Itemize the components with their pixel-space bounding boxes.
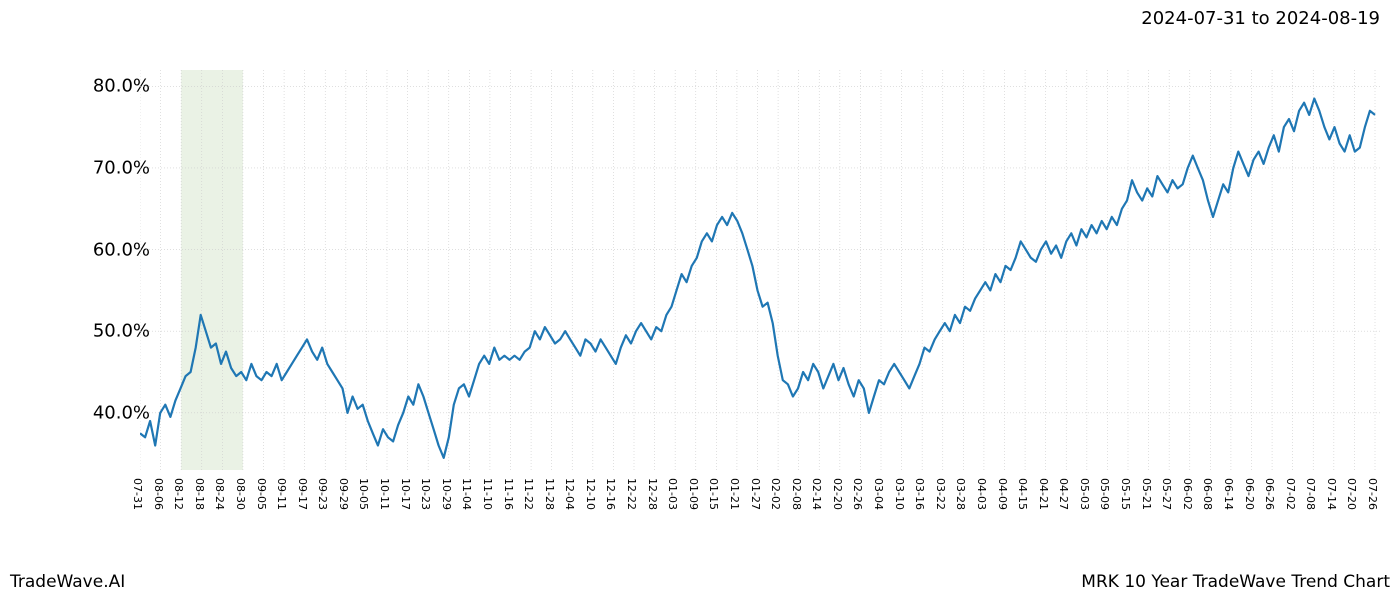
- x-tick-label: 10-17: [399, 478, 412, 510]
- x-tick-label: 03-10: [893, 478, 906, 510]
- x-tick-label: 02-14: [810, 478, 823, 510]
- x-tick-label: 07-02: [1284, 478, 1297, 510]
- x-tick-label: 11-28: [543, 478, 556, 510]
- x-tick-label: 08-30: [234, 478, 247, 510]
- x-tick-label: 02-26: [851, 478, 864, 510]
- x-tick-label: 12-10: [584, 478, 597, 510]
- x-tick-label: 06-26: [1263, 478, 1276, 510]
- x-tick-label: 09-17: [296, 478, 309, 510]
- x-tick-label: 05-09: [1098, 478, 1111, 510]
- x-tick-label: 06-02: [1181, 478, 1194, 510]
- x-tick-label: 08-24: [213, 478, 226, 510]
- y-tick-label: 80.0%: [30, 76, 150, 97]
- x-tick-label: 09-05: [255, 478, 268, 510]
- x-tick-label: 02-02: [769, 478, 782, 510]
- x-tick-label: 06-08: [1201, 478, 1214, 510]
- x-tick-label: 02-08: [790, 478, 803, 510]
- y-tick-label: 50.0%: [30, 321, 150, 342]
- date-range-label: 2024-07-31 to 2024-08-19: [1141, 8, 1380, 29]
- x-tick-label: 03-22: [934, 478, 947, 510]
- x-tick-label: 11-10: [481, 478, 494, 510]
- x-tick-label: 01-03: [666, 478, 679, 510]
- x-tick-label: 11-04: [460, 478, 473, 510]
- x-tick-label: 08-12: [172, 478, 185, 510]
- x-tick-label: 08-06: [152, 478, 165, 510]
- x-tick-label: 04-15: [1016, 478, 1029, 510]
- x-tick-label: 01-27: [749, 478, 762, 510]
- footer-brand: TradeWave.AI: [10, 572, 125, 592]
- x-tick-label: 05-27: [1160, 478, 1173, 510]
- x-tick-label: 09-29: [337, 478, 350, 510]
- x-tick-label: 04-09: [996, 478, 1009, 510]
- x-tick-label: 07-20: [1345, 478, 1358, 510]
- x-tick-label: 07-26: [1366, 478, 1379, 510]
- x-tick-label: 12-22: [625, 478, 638, 510]
- x-tick-label: 11-22: [522, 478, 535, 510]
- chart-container: 2024-07-31 to 2024-08-19 40.0% 50.0% 60.0%…: [0, 0, 1400, 600]
- x-tick-label: 10-23: [419, 478, 432, 510]
- x-tick-label: 07-08: [1304, 478, 1317, 510]
- x-tick-label: 03-16: [913, 478, 926, 510]
- x-tick-label: 02-20: [831, 478, 844, 510]
- x-tick-label: 10-29: [440, 478, 453, 510]
- x-tick-label: 10-05: [357, 478, 370, 510]
- x-tick-label: 04-27: [1057, 478, 1070, 510]
- x-tick-label: 12-16: [604, 478, 617, 510]
- x-tick-label: 07-14: [1325, 478, 1338, 510]
- x-tick-label: 09-11: [275, 478, 288, 510]
- x-tick-label: 01-15: [707, 478, 720, 510]
- x-tick-label: 05-15: [1119, 478, 1132, 510]
- x-tick-label: 11-16: [502, 478, 515, 510]
- x-tick-label: 04-03: [975, 478, 988, 510]
- chart-svg: [140, 70, 1380, 470]
- x-tick-label: 01-09: [687, 478, 700, 510]
- x-tick-label: 04-21: [1037, 478, 1050, 510]
- x-tick-label: 06-14: [1222, 478, 1235, 510]
- highlight-band: [181, 70, 243, 470]
- y-tick-label: 60.0%: [30, 239, 150, 260]
- x-tick-label: 01-21: [728, 478, 741, 510]
- x-tick-label: 05-03: [1078, 478, 1091, 510]
- plot-area: [140, 70, 1380, 470]
- x-tick-label: 09-23: [316, 478, 329, 510]
- y-tick-label: 40.0%: [30, 402, 150, 423]
- x-tick-label: 12-28: [646, 478, 659, 510]
- x-tick-label: 03-28: [954, 478, 967, 510]
- x-tick-label: 03-04: [872, 478, 885, 510]
- x-tick-label: 12-04: [563, 478, 576, 510]
- x-tick-label: 08-18: [193, 478, 206, 510]
- x-tick-label: 07-31: [131, 478, 144, 510]
- footer-title: MRK 10 Year TradeWave Trend Chart: [1081, 572, 1390, 592]
- x-tick-label: 10-11: [378, 478, 391, 510]
- y-tick-label: 70.0%: [30, 157, 150, 178]
- x-tick-label: 06-20: [1243, 478, 1256, 510]
- x-tick-label: 05-21: [1140, 478, 1153, 510]
